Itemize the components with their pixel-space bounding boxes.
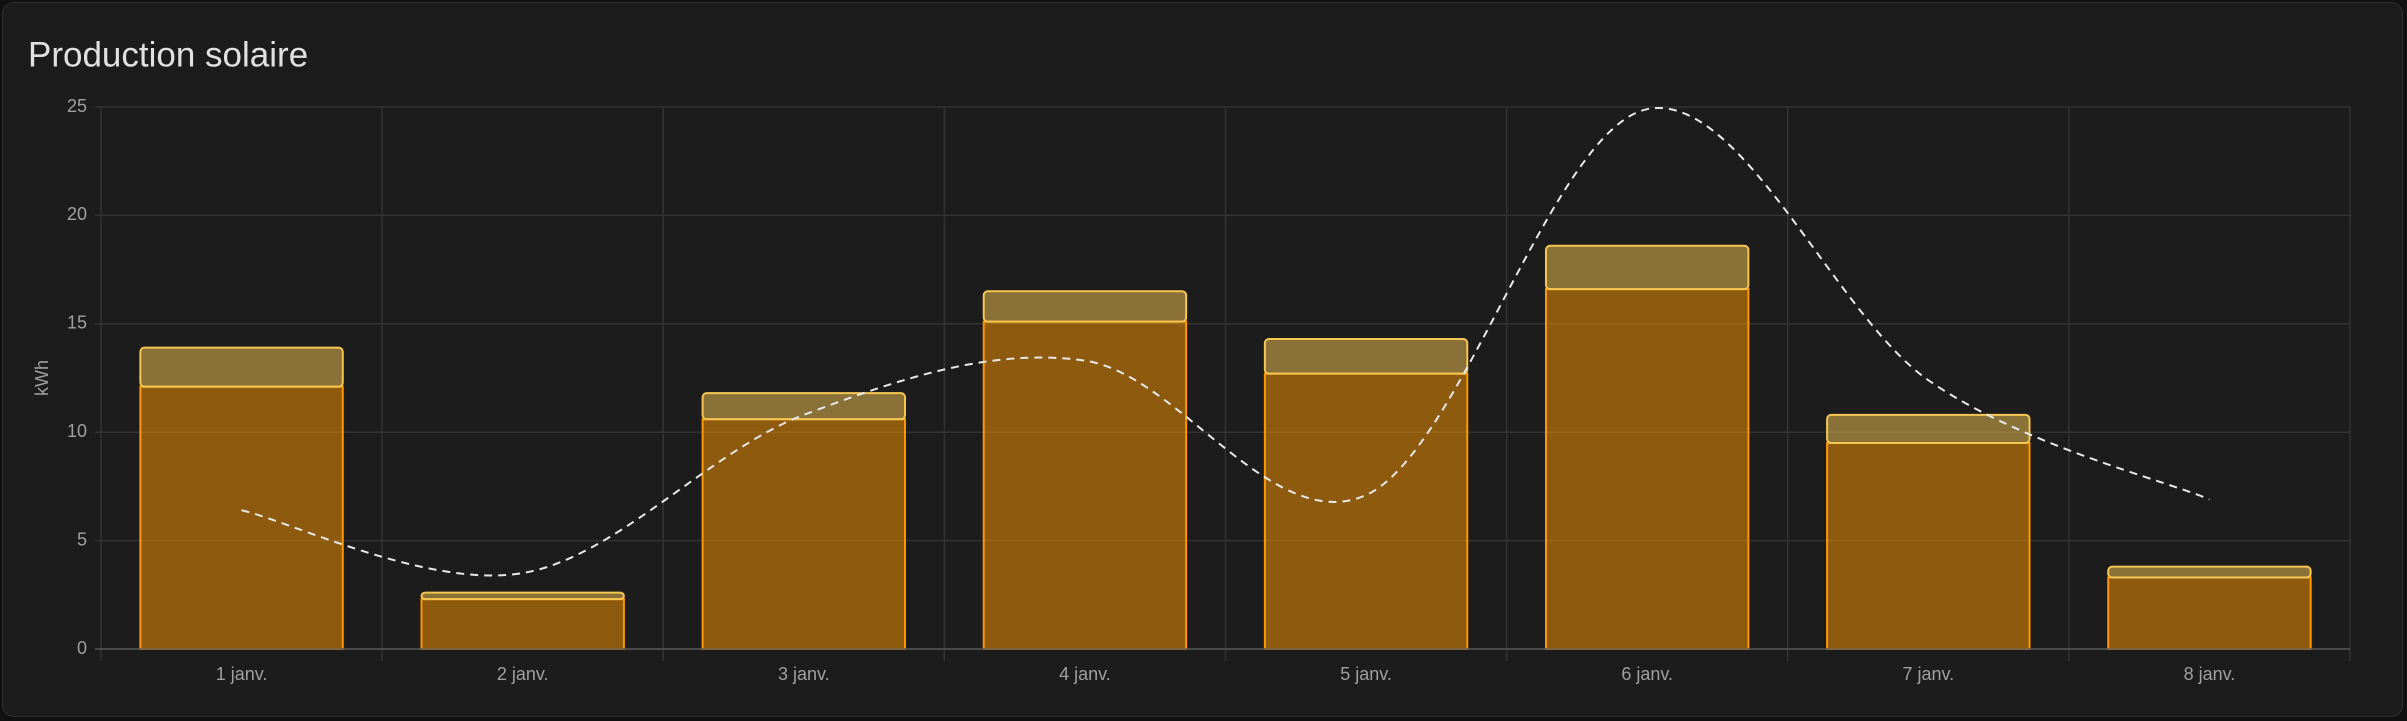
x-tick-label: 1 janv. [216,664,268,684]
y-tick-label: 5 [77,529,87,549]
x-tick-label: 8 janv. [2184,664,2236,684]
bar-segment [2107,565,2312,579]
forecast-line [241,107,2210,577]
bar-segment [701,418,907,650]
bar-segment [139,385,344,650]
x-tick-label: 2 janv. [497,664,549,684]
y-tick-label: 15 [67,313,87,333]
bar-segment [1544,244,1750,291]
y-tick-label: 20 [67,204,87,224]
bar-segment [1544,288,1750,650]
chart-title: Production solaire [28,35,308,74]
bar-segment [1826,442,2031,651]
bar-segment [1826,413,2031,445]
bar-segment [420,598,625,650]
x-tick-label: 5 janv. [1340,664,1392,684]
bar-segment [982,320,1188,650]
y-tick-label: 0 [77,638,87,658]
x-tick-label: 6 janv. [1621,664,1673,684]
y-axis-label: kWh [32,360,52,396]
bar-segment [1263,372,1469,650]
bar-segment [2107,576,2312,650]
bar-segment [139,346,344,388]
bar-segment [420,591,625,601]
x-tick-label: 7 janv. [1902,664,1954,684]
y-tick-label: 10 [67,421,87,441]
x-tick-label: 4 janv. [1059,664,1111,684]
x-tick-label: 3 janv. [778,664,830,684]
y-tick-label: 25 [67,96,87,116]
bar-segment [982,290,1188,323]
bar-segment [1263,337,1469,375]
bar-segment [701,392,907,421]
